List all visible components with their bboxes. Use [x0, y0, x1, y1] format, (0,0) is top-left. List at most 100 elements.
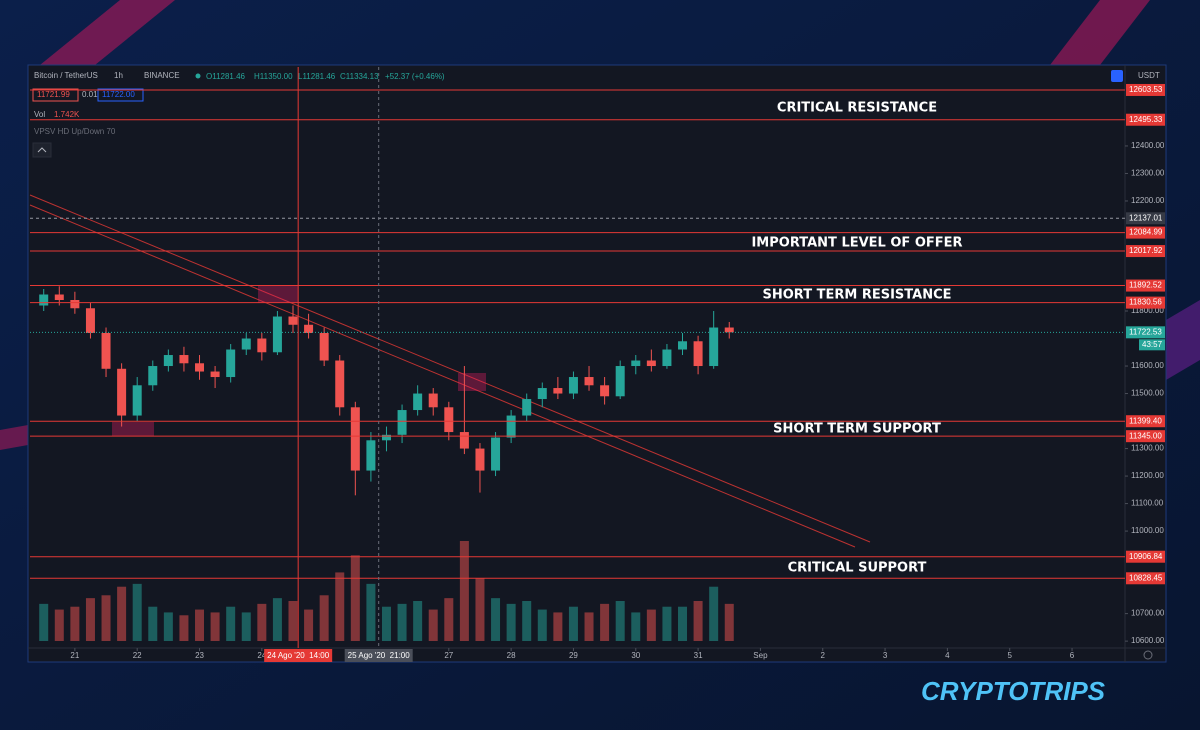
candle-body — [366, 440, 376, 471]
x-tick-label: 2 — [821, 651, 826, 660]
volume-bar — [584, 612, 594, 641]
current-price-box — [1126, 326, 1165, 339]
decor-stripe — [1050, 0, 1150, 65]
candle-body — [600, 385, 610, 397]
volume-bar — [70, 606, 80, 641]
volume-bar — [693, 601, 703, 641]
candle-body — [693, 341, 703, 367]
trend-line — [29, 204, 856, 548]
volume-bar — [257, 603, 267, 641]
level-label: 11892.52 — [1129, 281, 1162, 290]
volume-bar — [241, 612, 251, 641]
volume-bar — [366, 583, 376, 641]
y-tick-label: 11500.00 — [1131, 389, 1164, 398]
volume-bar — [226, 606, 236, 641]
annotation: CRITICAL SUPPORT — [788, 561, 927, 576]
annotation: SHORT TERM RESISTANCE — [762, 288, 951, 303]
ohlc-open: O11281.46 — [206, 72, 246, 81]
y-tick-label: 12200.00 — [1131, 196, 1165, 205]
candle-body — [646, 360, 656, 367]
y-tick-label: 11200.00 — [1131, 471, 1164, 480]
candle-body — [54, 294, 64, 301]
volume-bar — [506, 603, 516, 641]
brand-logo: CRYPTOTRIPS — [921, 676, 1106, 706]
level-label: 11830.56 — [1129, 298, 1162, 307]
level-label: 11399.40 — [1129, 416, 1162, 425]
candle-body — [459, 432, 469, 449]
exchange: BINANCE — [144, 71, 180, 80]
indicator: VPSV HD Up/Down 70 — [34, 127, 116, 136]
volume-bar — [724, 603, 734, 641]
volume-bar — [491, 598, 501, 641]
candle-body — [350, 407, 360, 471]
ohlc-low: L11281.46 — [298, 72, 336, 81]
crosshair-price-box — [1126, 212, 1165, 225]
candle-body — [257, 338, 267, 353]
level-label: 10828.45 — [1129, 573, 1163, 582]
candle-body — [272, 316, 282, 353]
x-tick-label: 24 — [257, 651, 266, 660]
level-label: 10906.84 — [1129, 552, 1163, 561]
candle-body — [491, 437, 501, 471]
candle-body — [101, 333, 111, 369]
volume-bar — [288, 601, 298, 641]
volume-bar — [709, 586, 719, 641]
volume-bar — [678, 606, 688, 641]
volume-bar — [646, 609, 656, 641]
crosshair-price-label: 12137.01 — [1129, 213, 1163, 222]
y-tick-label: 11300.00 — [1131, 444, 1164, 453]
ask: 11722.00 — [102, 90, 135, 99]
candle-body — [444, 407, 454, 433]
y-tick-label: 10600.00 — [1131, 636, 1165, 645]
volume-bar — [85, 598, 95, 641]
status-dot — [195, 73, 201, 79]
ask-box[interactable] — [97, 88, 144, 102]
candle-body — [241, 338, 251, 350]
level-label: 12084.99 — [1129, 228, 1163, 237]
trend-line — [29, 194, 871, 543]
volume-bar — [413, 601, 423, 641]
candle-body — [117, 368, 127, 416]
x-tick-label: 21 — [70, 651, 79, 660]
volume-bar — [522, 601, 532, 641]
candle-body — [413, 393, 423, 411]
x-tick-label: 5 — [1007, 651, 1012, 660]
collapse-button[interactable] — [32, 142, 52, 158]
level-label-box — [1126, 430, 1165, 443]
settings-button[interactable] — [1111, 70, 1123, 82]
volume-bar — [54, 609, 64, 641]
volume-label: Vol — [34, 110, 45, 119]
level-label-box — [1126, 226, 1165, 239]
level-label-box — [1126, 279, 1165, 292]
symbol: Bitcoin / TetherUS — [34, 71, 98, 80]
candle-body — [428, 393, 438, 408]
decor-stripe — [40, 0, 175, 65]
crosshair-time-label: 24 Ago '20 14:00 — [267, 651, 330, 660]
annotation: SHORT TERM SUPPORT — [773, 422, 941, 437]
level-label: 12017.92 — [1129, 246, 1163, 255]
volume-bar — [428, 609, 438, 641]
gear-icon[interactable] — [1143, 650, 1153, 660]
candle-body — [584, 377, 594, 386]
candle-body — [631, 360, 641, 367]
annotation: CRITICAL RESISTANCE — [777, 101, 937, 116]
volume-bar — [179, 615, 189, 641]
bid-box[interactable] — [32, 88, 79, 102]
y-tick-label: 11600.00 — [1131, 361, 1164, 370]
volume-bar — [272, 598, 282, 641]
candle-body — [662, 349, 672, 367]
candle-body — [568, 377, 578, 394]
candle-body — [335, 360, 345, 408]
highlight-box — [258, 285, 298, 303]
candle-body — [163, 355, 173, 367]
volume-bar — [148, 606, 158, 641]
volume-bar — [210, 612, 220, 641]
volume-bar — [350, 555, 360, 641]
x-tick-label: 29 — [569, 651, 578, 660]
crosshair-time-box — [264, 649, 333, 662]
volume-bar — [568, 606, 578, 641]
decor-stripe — [0, 425, 28, 450]
crosshair-time-box — [344, 649, 413, 662]
candle-body — [381, 434, 391, 441]
level-label-box — [1126, 245, 1165, 258]
